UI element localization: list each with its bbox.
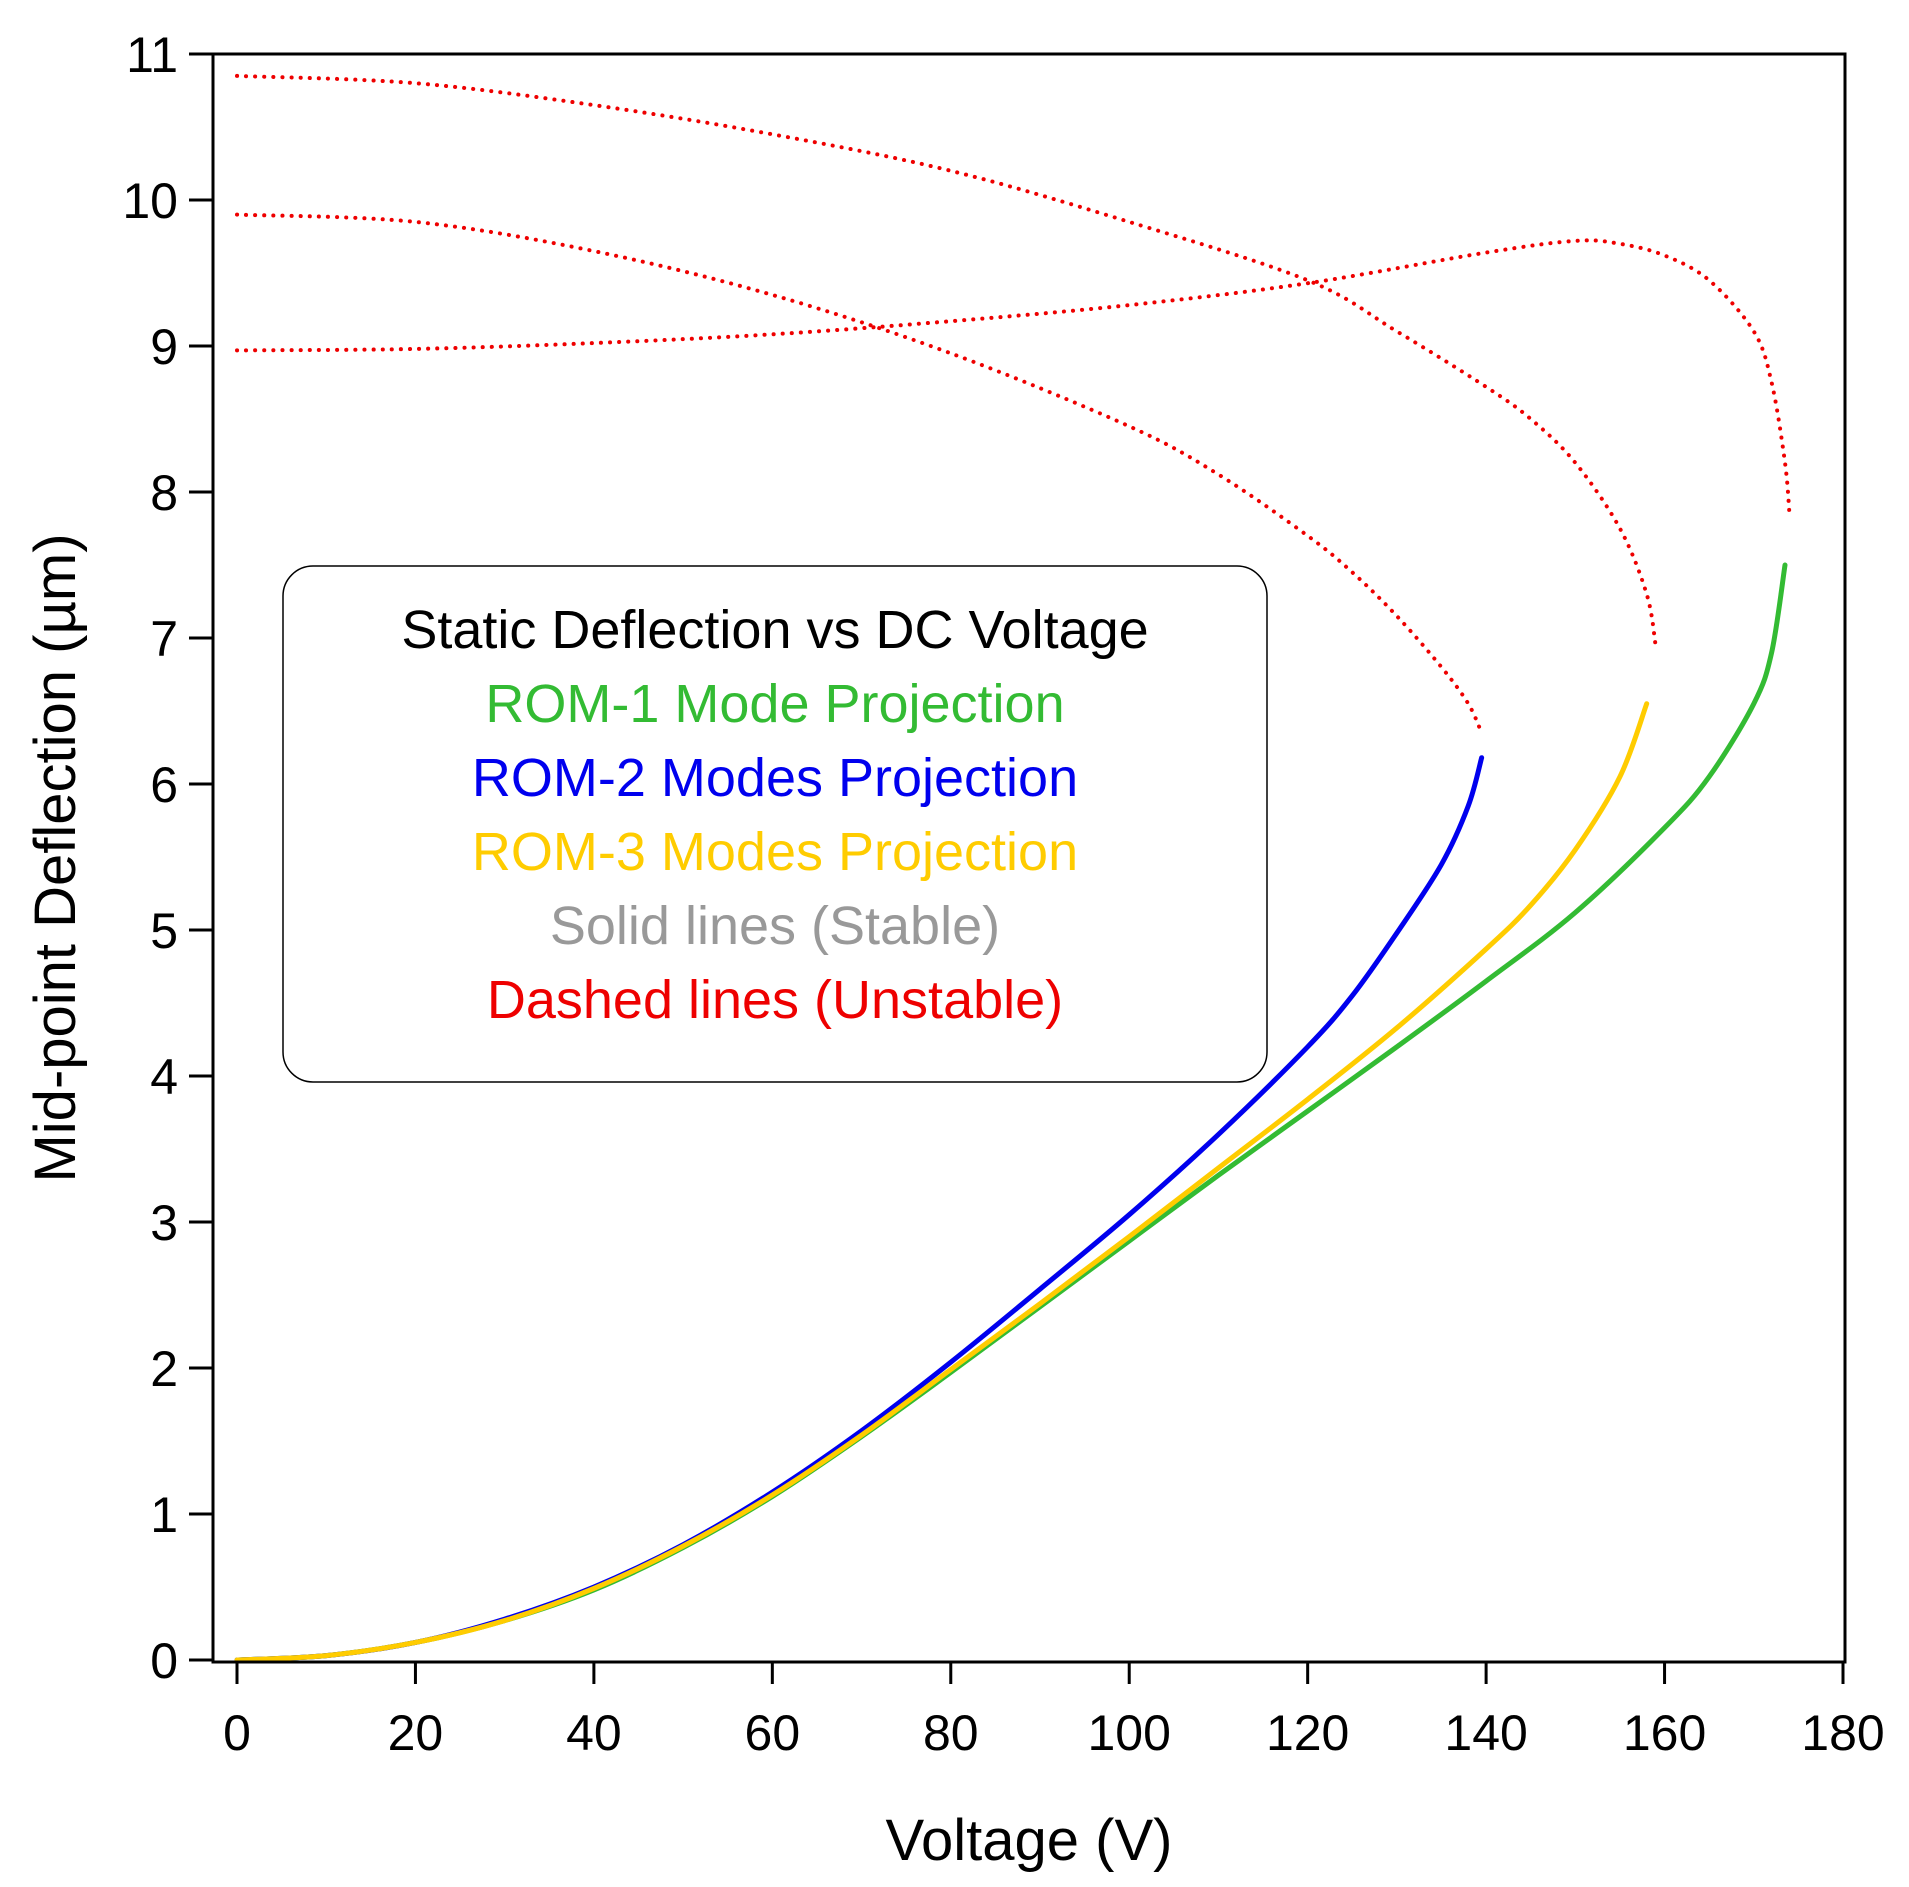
- legend-rom2: ROM-2 Modes Projection: [472, 748, 1078, 808]
- legend-unstable-note: Dashed lines (Unstable): [487, 970, 1063, 1030]
- x-tick-label: 80: [923, 1705, 979, 1761]
- legend-rom1: ROM-1 Mode Projection: [485, 674, 1064, 734]
- series-line-rom-2-modes-projection-unstable: [235, 212, 1484, 735]
- x-tick-label: 40: [566, 1705, 622, 1761]
- y-tick-label: 5: [150, 903, 178, 959]
- x-tick-label: 140: [1444, 1705, 1527, 1761]
- ticks-layer: 0 20 40 60 80 100 120 140 160 180 0 1 2 3 4 5 6 7 8 9 10 11: [122, 27, 1884, 1761]
- x-tick-label: 120: [1266, 1705, 1349, 1761]
- y-tick-label: 10: [122, 173, 178, 229]
- y-tick-label: 1: [150, 1487, 178, 1543]
- series-line-rom-3-modes-projection-unstable: [235, 73, 1658, 648]
- x-tick-label: 60: [745, 1705, 801, 1761]
- y-tick-label: 11: [126, 27, 178, 83]
- x-tick-label: 0: [223, 1705, 251, 1761]
- y-tick-label: 7: [150, 611, 178, 667]
- legend-stable-note: Solid lines (Stable): [550, 896, 1000, 956]
- x-tick-label: 160: [1623, 1705, 1706, 1761]
- legend: Static Deflection vs DC Voltage ROM-1 Mo…: [282, 565, 1268, 1083]
- y-tick-label: 2: [150, 1341, 178, 1397]
- legend-box: [282, 565, 1268, 1083]
- series-line-rom-3-modes-projection-stable: [234, 701, 1650, 1663]
- legend-title: Static Deflection vs DC Voltage: [401, 600, 1148, 660]
- y-tick-label: 9: [150, 319, 178, 375]
- x-tick-label: 100: [1088, 1705, 1171, 1761]
- y-tick-label: 0: [150, 1633, 178, 1689]
- plot-frame: [211, 52, 1847, 1664]
- legend-rom3: ROM-3 Modes Projection: [472, 822, 1078, 882]
- y-tick-label: 8: [150, 465, 178, 521]
- y-axis-title: Mid-point Deflection (µm): [23, 533, 88, 1182]
- x-tick-label: 180: [1801, 1705, 1884, 1761]
- x-axis-title: Voltage (V): [886, 1808, 1173, 1873]
- series-layer: [234, 73, 1792, 1663]
- series-line-rom-1-mode-projection-unstable: [235, 238, 1792, 516]
- y-tick-label: 3: [150, 1195, 178, 1251]
- x-tick-label: 20: [388, 1705, 444, 1761]
- y-tick-label: 4: [150, 1049, 178, 1105]
- y-tick-label: 6: [150, 757, 178, 813]
